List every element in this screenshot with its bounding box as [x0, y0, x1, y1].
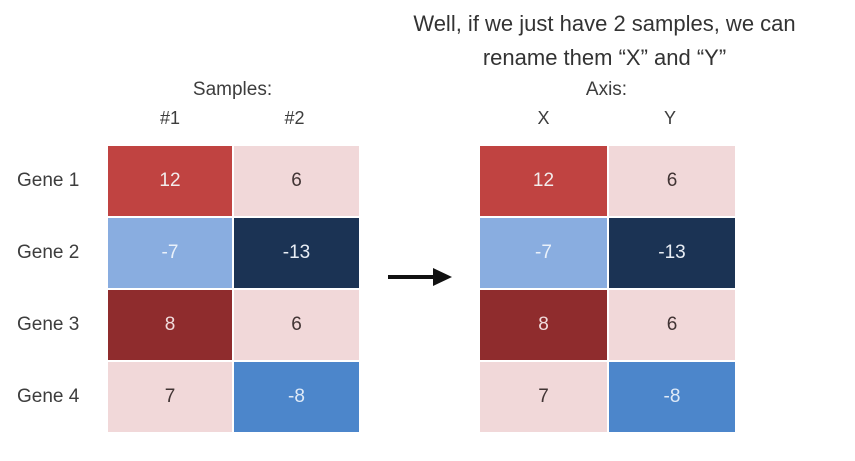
- heatmap-cell: -13: [234, 218, 359, 288]
- heatmap-cell: 6: [234, 146, 359, 216]
- slide-title: Well, if we just have 2 samples, we can …: [352, 7, 855, 75]
- heatmap-cell: -7: [480, 218, 607, 288]
- heatmap-cell: 7: [108, 362, 232, 432]
- column-header-sample2: #2: [284, 108, 305, 128]
- samples-heatmap: 12 6 -7 -13 8 6 7 -8: [108, 146, 359, 432]
- slide-title-line2: rename them “X” and “Y”: [482, 45, 727, 70]
- axis-column-headers: X Y: [480, 108, 733, 129]
- heatmap-cell: 7: [480, 362, 607, 432]
- heatmap-cell: -8: [234, 362, 359, 432]
- slide-title-line1: Well, if we just have 2 samples, we can: [413, 11, 796, 36]
- column-header-sample1: #1: [159, 108, 181, 128]
- heatmap-cell: -13: [609, 218, 735, 288]
- heatmap-cell: -7: [108, 218, 232, 288]
- heatmap-cell: -8: [609, 362, 735, 432]
- column-header-x: X: [537, 108, 550, 128]
- row-label-gene1: Gene 1: [17, 170, 80, 191]
- right-arrow-icon: [387, 266, 453, 288]
- axis-heatmap: 12 6 -7 -13 8 6 7 -8: [480, 146, 735, 432]
- row-label-gene2: Gene 2: [17, 242, 80, 263]
- row-label-gene3: Gene 3: [17, 314, 80, 335]
- heatmap-cell: 12: [480, 146, 607, 216]
- heatmap-cell: 6: [609, 290, 735, 360]
- column-header-y: Y: [663, 108, 676, 128]
- heatmap-cell: 8: [108, 290, 232, 360]
- heatmap-cell: 6: [234, 290, 359, 360]
- heatmap-cell: 12: [108, 146, 232, 216]
- heatmap-cell: 8: [480, 290, 607, 360]
- samples-group-label: Samples:: [192, 79, 273, 100]
- row-label-gene4: Gene 4: [17, 386, 80, 407]
- heatmap-cell: 6: [609, 146, 735, 216]
- axis-group-label: Axis:: [585, 79, 628, 100]
- samples-column-headers: #1 #2: [108, 108, 357, 129]
